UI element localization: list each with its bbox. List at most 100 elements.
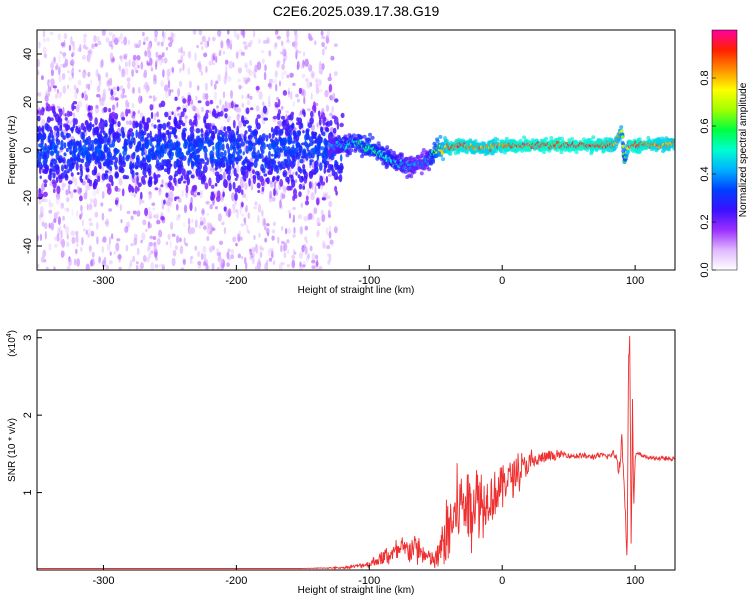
- heatmap-noise-cell: [75, 234, 79, 244]
- heatmap-band-cell: [120, 126, 125, 135]
- heatmap-noise-cell: [272, 260, 276, 265]
- heatmap-noise-cell: [53, 266, 56, 270]
- heatmap-noise-cell: [162, 30, 165, 38]
- heatmap-noise-cell: [81, 236, 84, 246]
- heatmap-band-cell: [66, 158, 71, 167]
- heatmap-ridge-cell: [385, 145, 390, 150]
- heatmap-noise-cell: [230, 254, 235, 260]
- heatmap-noise-cell: [121, 73, 126, 78]
- heatmap-noise-cell: [260, 247, 265, 251]
- heatmap-noise-cell: [128, 222, 131, 229]
- heatmap-band-cell: [229, 157, 232, 166]
- heatmap-band-cell: [62, 135, 66, 141]
- heatmap-noise-cell: [83, 35, 87, 45]
- heatmap-noise-cell: [233, 30, 237, 38]
- heatmap-noise-cell: [113, 90, 117, 97]
- heatmap-noise-cell: [77, 80, 82, 86]
- heatmap-band-cell: [113, 154, 116, 160]
- heatmap-noise-cell: [296, 60, 300, 70]
- heatmap-band-cell: [229, 134, 235, 143]
- heatmap-noise-cell: [164, 84, 169, 92]
- heatmap-band-cell: [328, 83, 333, 93]
- heatmap-noise-cell: [253, 206, 258, 210]
- heatmap-noise-cell: [318, 66, 323, 75]
- heatmap-noise-cell: [250, 182, 253, 187]
- heatmap-ridge-cell: [544, 136, 549, 141]
- heatmap-noise-cell: [249, 95, 253, 100]
- heatmap-ridge-cell: [591, 135, 596, 140]
- heatmap-noise-cell: [119, 204, 122, 211]
- heatmap-band-cell: [308, 136, 313, 143]
- heatmap-noise-cell: [120, 57, 124, 63]
- heatmap-band-cell: [135, 129, 138, 139]
- heatmap-band-cell: [69, 157, 74, 162]
- heatmap-noise-cell: [287, 209, 291, 214]
- heatmap-band-cell: [181, 132, 186, 136]
- heatmap-band-cell: [171, 151, 174, 157]
- heatmap-band-cell: [38, 143, 42, 148]
- heatmap-band-cell: [322, 157, 325, 163]
- heatmap-noise-cell: [113, 251, 117, 255]
- heatmap-band-cell: [180, 111, 185, 118]
- heatmap-noise-cell: [128, 120, 133, 126]
- heatmap-noise-cell: [163, 57, 168, 64]
- heatmap-noise-cell: [88, 48, 93, 58]
- heatmap-noise-cell: [265, 39, 269, 44]
- heatmap-band-cell: [295, 154, 301, 160]
- heatmap-band-cell: [154, 150, 159, 154]
- heatmap-noise-cell: [148, 252, 152, 259]
- heatmap-noise-cell: [242, 76, 245, 83]
- heatmap-noise-cell: [178, 80, 183, 87]
- heatmap-band-cell: [106, 186, 112, 195]
- heatmap-noise-cell: [329, 112, 333, 117]
- heatmap-band-cell: [292, 195, 296, 202]
- heatmap-band-cell: [134, 185, 138, 194]
- heatmap-band-cell: [224, 130, 228, 139]
- heatmap-band-cell: [200, 176, 204, 185]
- heatmap-noise-cell: [156, 41, 161, 46]
- heatmap-noise-cell: [133, 233, 138, 241]
- heatmap-band-cell: [200, 133, 204, 138]
- heatmap-noise-cell: [97, 35, 100, 43]
- heatmap-band-cell: [176, 158, 180, 165]
- heatmap-band-cell: [56, 131, 60, 138]
- heatmap-band-cell: [183, 142, 188, 149]
- heatmap-noise-cell: [156, 213, 159, 220]
- heatmap-noise-cell: [44, 230, 47, 240]
- heatmap-band-cell: [94, 126, 99, 136]
- heatmap-noise-cell: [141, 200, 145, 204]
- heatmap-noise-cell: [162, 69, 165, 78]
- heatmap-ridge-core: [620, 129, 624, 133]
- heatmap-band-cell: [286, 146, 291, 155]
- heatmap-noise-cell: [232, 208, 237, 214]
- heatmap-band-cell: [86, 168, 90, 172]
- heatmap-noise-cell: [295, 93, 299, 98]
- heatmap-noise-cell: [316, 217, 321, 226]
- heatmap-noise-cell: [56, 105, 61, 109]
- heatmap-band-cell: [268, 132, 272, 139]
- heatmap-noise-cell: [98, 79, 102, 87]
- heatmap-noise-cell: [237, 253, 241, 259]
- heatmap-noise-cell: [329, 239, 334, 245]
- heatmap-band-cell: [168, 115, 172, 121]
- heatmap-band-cell: [311, 152, 315, 159]
- heatmap-band-cell: [310, 110, 314, 118]
- heatmap-noise-cell: [164, 31, 167, 39]
- heatmap-band-cell: [261, 186, 265, 192]
- heatmap-band-cell: [153, 152, 158, 161]
- heatmap-band-cell: [42, 133, 47, 140]
- heatmap-band-cell: [278, 163, 283, 171]
- heatmap-noise-cell: [209, 204, 213, 210]
- heatmap-noise-cell: [142, 31, 145, 37]
- heatmap-noise-cell: [154, 30, 158, 38]
- heatmap-band-cell: [39, 175, 42, 179]
- heatmap-noise-cell: [136, 210, 141, 217]
- heatmap-band-cell: [264, 160, 267, 169]
- heatmap-band-cell: [144, 207, 149, 217]
- heatmap-band-cell: [245, 170, 249, 179]
- heatmap-noise-cell: [333, 226, 338, 234]
- heatmap-band-cell: [340, 112, 345, 119]
- heatmap-noise-cell: [178, 69, 182, 73]
- heatmap-noise-cell: [244, 256, 247, 265]
- heatmap-band-cell: [157, 128, 162, 137]
